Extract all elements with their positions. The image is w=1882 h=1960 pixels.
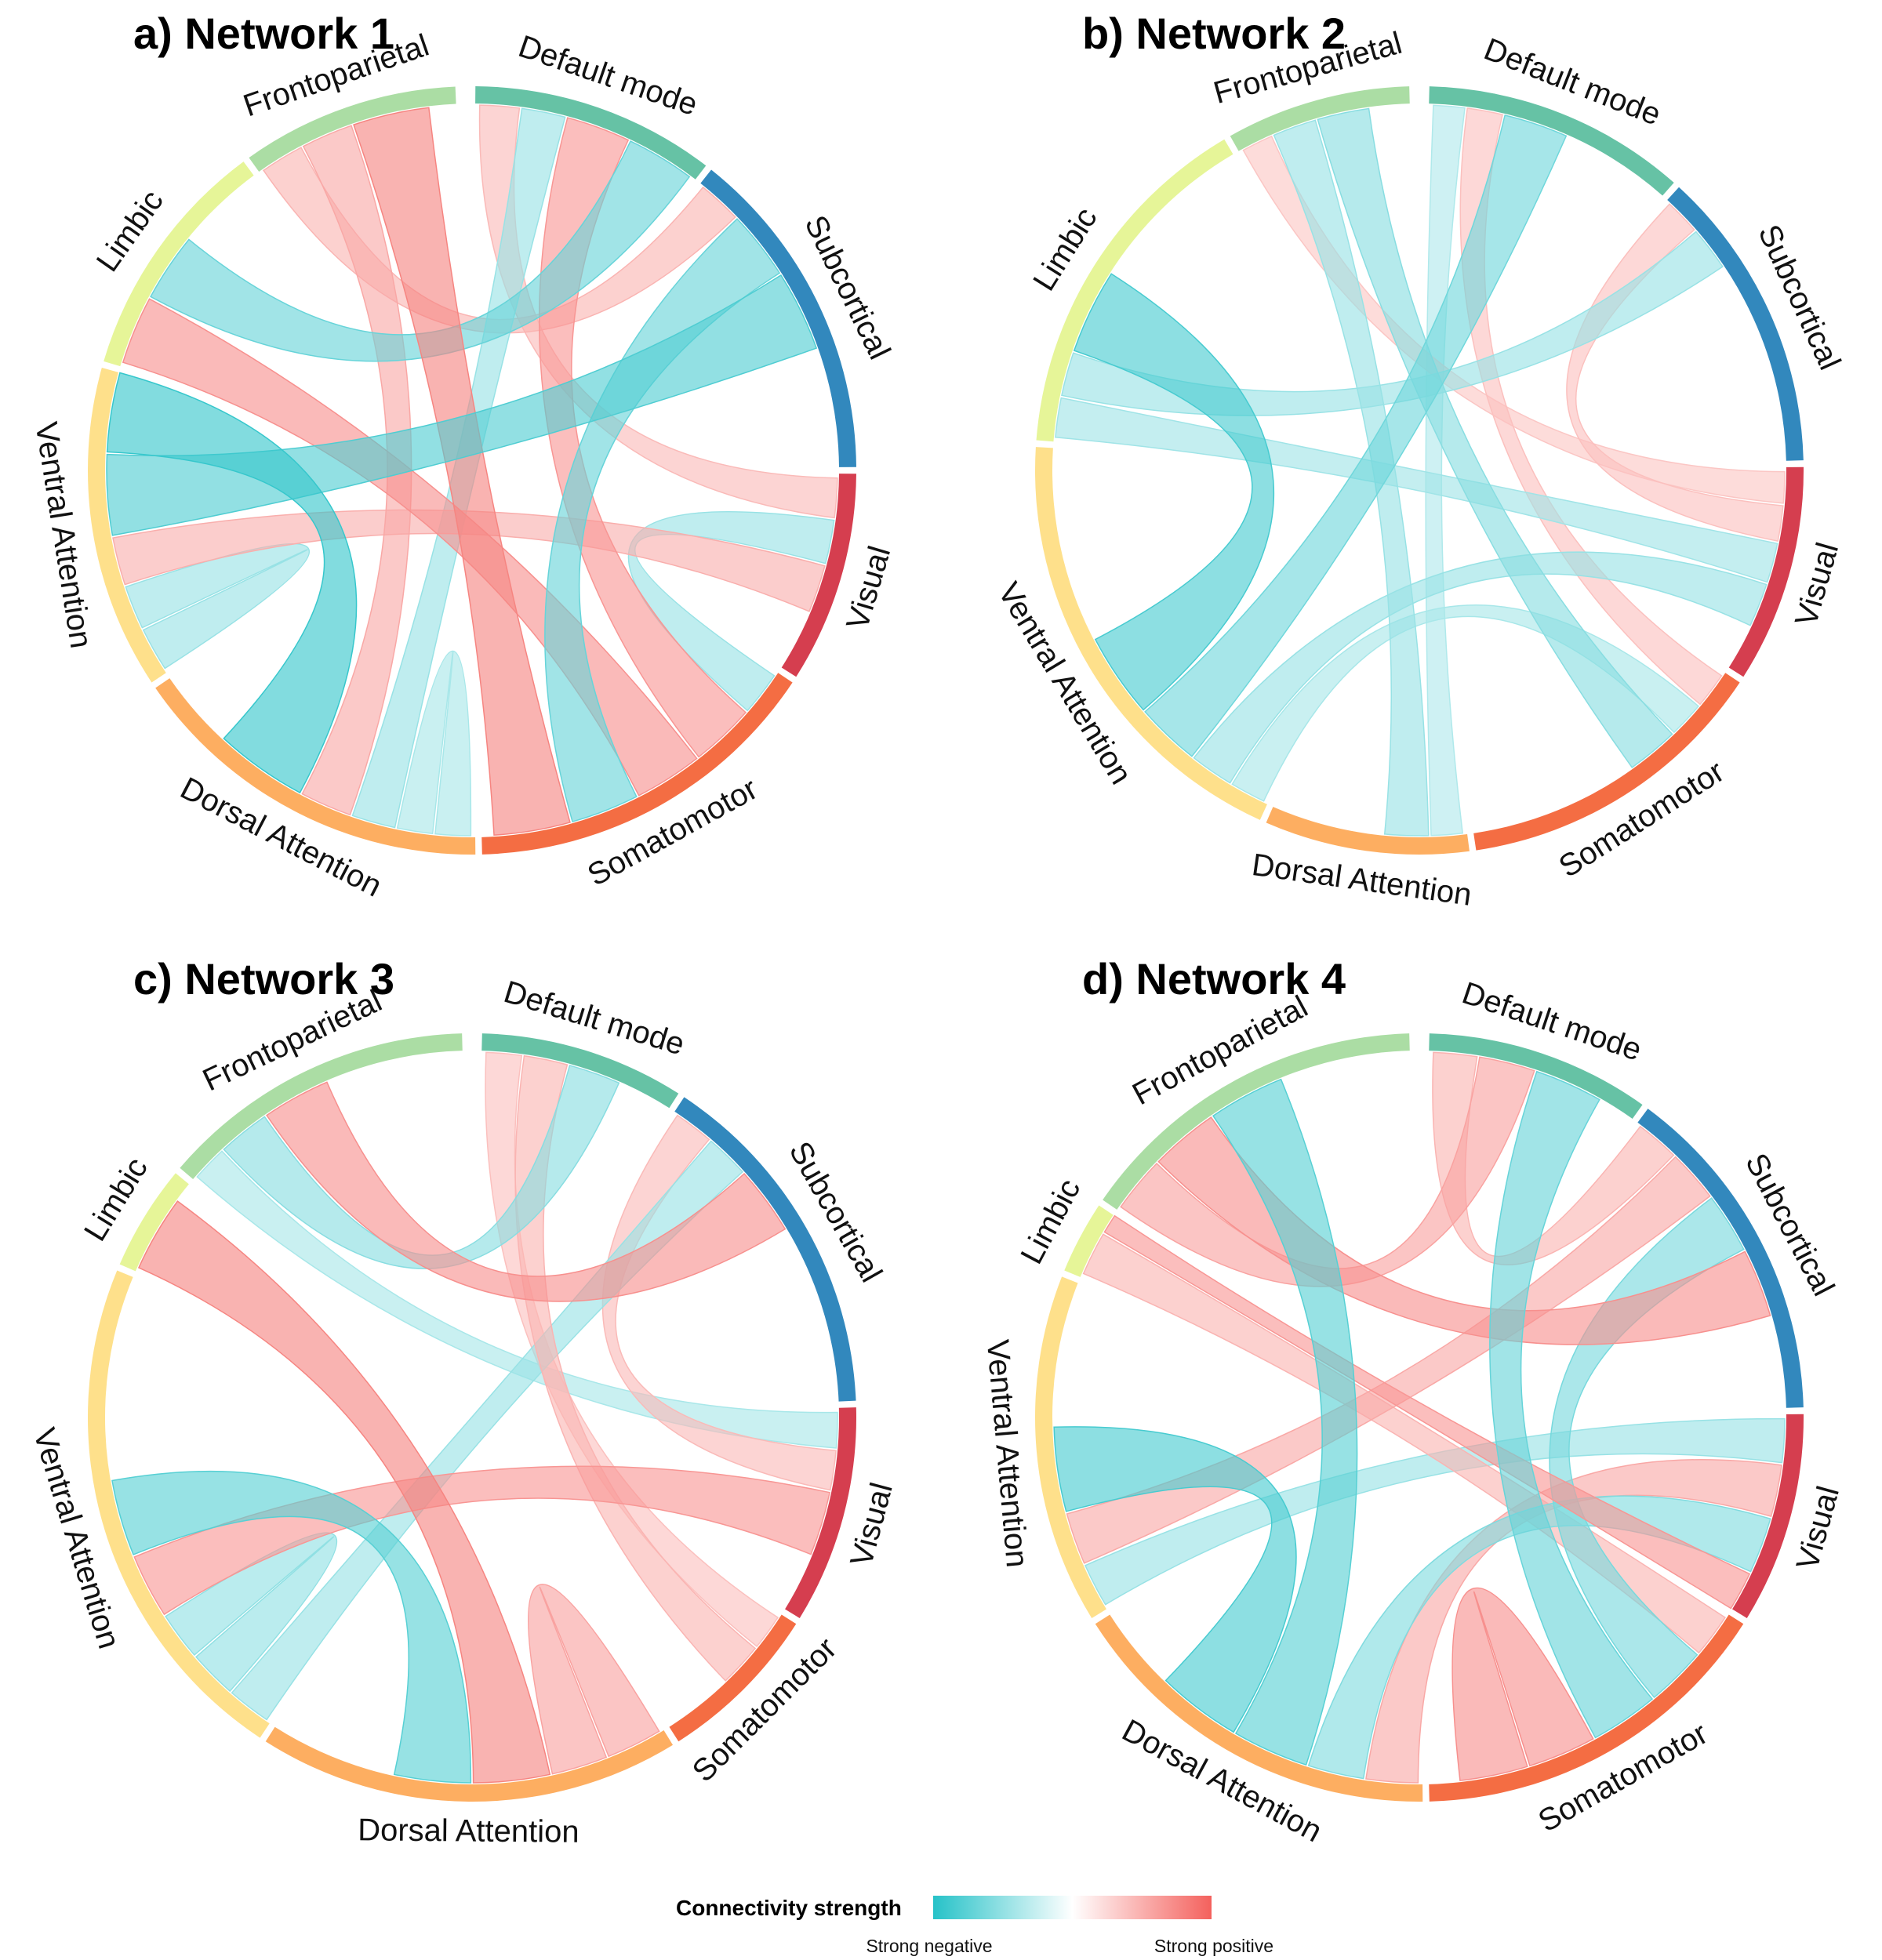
sector-arc-visual <box>1728 466 1804 677</box>
chord-link-frontoparietal-to-dorsal-attention <box>301 125 412 816</box>
sector-label-visual: Visual <box>844 1479 899 1570</box>
chord-link-limbic-to-ventral-attention <box>1073 273 1275 711</box>
sector-arc-default-mode <box>1429 1033 1643 1119</box>
sector-arc-frontoparietal <box>180 1033 463 1180</box>
panel-title: d) Network 4 <box>1082 954 1346 1004</box>
chord-link-dorsal-attention-to-default-mode <box>1425 104 1466 837</box>
chord-link-frontoparietal-to-visual <box>196 1150 838 1449</box>
sector-arc-ventral-attention <box>1035 1276 1106 1619</box>
sector-arc-visual <box>785 1407 856 1619</box>
chord-links <box>106 104 838 837</box>
sector-label-dorsal-attention: Dorsal Attention <box>1250 848 1474 913</box>
legend-gradient-bar <box>933 1896 1212 1919</box>
sector-arc-visual <box>1732 1414 1804 1619</box>
chord-links <box>1055 104 1786 837</box>
panel-network-1: a) Network 1 Default modeSubcorticalVisu… <box>28 9 897 904</box>
chord-link-ventral-attention-to-dorsal-attention <box>111 1470 472 1784</box>
sector-arc-dorsal-attention <box>155 678 476 855</box>
sector-arc-somatomotor <box>669 1614 797 1742</box>
chord-link-dorsal-attention-to-dorsal-attention <box>527 1584 660 1775</box>
sector-arc-dorsal-attention <box>265 1726 674 1802</box>
panel-title: c) Network 3 <box>133 954 394 1004</box>
chord-link-frontoparietal-to-default-mode <box>223 1065 620 1269</box>
chord-link-dorsal-attention-to-dorsal-attention <box>396 650 472 837</box>
chord-link-limbic-to-somatomotor <box>122 298 698 797</box>
sector-arc-limbic <box>1064 1205 1114 1277</box>
sector-arc-frontoparietal <box>1230 86 1410 151</box>
panel-title: b) Network 2 <box>1082 9 1346 58</box>
sector-arc-ventral-attention <box>87 1270 270 1738</box>
sector-arc-ventral-attention <box>1035 447 1267 820</box>
panel-network-2: b) Network 2 Default modeSubcorticalVisu… <box>991 9 1847 913</box>
sector-arc-subcortical <box>700 169 856 467</box>
sector-arc-somatomotor <box>1429 1614 1744 1802</box>
sector-label-ventral-attention: Ventral Attention <box>980 1338 1034 1569</box>
legend-negative-label: Strong negative <box>866 1936 992 1956</box>
sector-arc-visual <box>781 474 856 677</box>
sector-arc-subcortical <box>674 1097 856 1402</box>
sector-label-dorsal-attention: Dorsal Attention <box>358 1813 579 1849</box>
sector-arc-default-mode <box>481 1033 679 1109</box>
chord-link-limbic-to-default-mode <box>150 140 691 362</box>
chord-link-visual-to-subcortical <box>601 1114 837 1491</box>
chord-links <box>111 1051 838 1784</box>
sector-arc-frontoparietal <box>249 86 456 172</box>
sector-label-visual: Visual <box>1790 1483 1846 1573</box>
sector-label-visual: Visual <box>840 543 897 633</box>
chord-link-frontoparietal-to-dorsal-attention <box>1212 1078 1358 1766</box>
sector-label-subcortical: Subcortical <box>783 1136 889 1288</box>
panel-network-3: c) Network 3 Default modeSubcorticalVisu… <box>27 954 899 1849</box>
chord-link-default-mode-to-somatomotor <box>1489 1070 1654 1739</box>
legend-positive-label: Strong positive <box>1154 1936 1273 1956</box>
chord-link-dorsal-attention-to-visual <box>1307 1495 1771 1780</box>
color-legend: Connectivity strength Strong negative St… <box>676 1896 1273 1956</box>
chord-link-visual-to-ventral-attention <box>112 509 826 612</box>
sector-arc-somatomotor <box>481 673 793 855</box>
sector-arc-limbic <box>104 162 254 367</box>
sector-arc-limbic <box>119 1173 189 1272</box>
chord-link-ventral-attention-to-ventral-attention <box>125 543 311 670</box>
sector-arc-somatomotor <box>1473 673 1740 851</box>
sector-label-ventral-attention: Ventral Attention <box>28 419 98 651</box>
panel-title: a) Network 1 <box>133 9 394 58</box>
sector-arc-subcortical <box>1637 1109 1804 1408</box>
chord-link-frontoparietal-to-dorsal-attention <box>1273 119 1430 837</box>
chord-link-ventral-attention-to-dorsal-attention <box>1053 1426 1297 1733</box>
chord-link-limbic-to-dorsal-attention <box>137 1200 551 1784</box>
sector-arc-limbic <box>1036 139 1233 442</box>
sector-arc-default-mode <box>1429 86 1674 196</box>
chord-link-frontoparietal-to-subcortical <box>266 1081 787 1302</box>
sector-arc-dorsal-attention <box>1266 807 1470 855</box>
chord-link-ventral-attention-to-ventral-attention <box>165 1532 338 1693</box>
legend-title: Connectivity strength <box>676 1896 902 1920</box>
sector-label-visual: Visual <box>1789 539 1845 630</box>
sector-label-subcortical: Subcortical <box>1751 220 1847 375</box>
sector-arc-subcortical <box>1667 187 1804 461</box>
chord-link-ventral-attention-to-dorsal-attention <box>106 372 358 794</box>
chord-link-somatomotor-to-somatomotor <box>1451 1587 1594 1781</box>
sector-arc-default-mode <box>475 86 707 180</box>
sector-arc-dorsal-attention <box>1095 1614 1423 1802</box>
sector-arc-ventral-attention <box>87 368 166 683</box>
chord-links <box>1053 1051 1786 1784</box>
chord-link-default-mode-to-ventral-attention <box>1144 114 1568 757</box>
sector-ring: Default modeSubcorticalVisualSomatomotor… <box>991 26 1847 913</box>
sector-arc-frontoparietal <box>1103 1033 1410 1210</box>
chord-link-frontoparietal-to-somatomotor <box>353 107 571 836</box>
panel-network-4: d) Network 4 Default modeSubcorticalVisu… <box>980 954 1846 1849</box>
